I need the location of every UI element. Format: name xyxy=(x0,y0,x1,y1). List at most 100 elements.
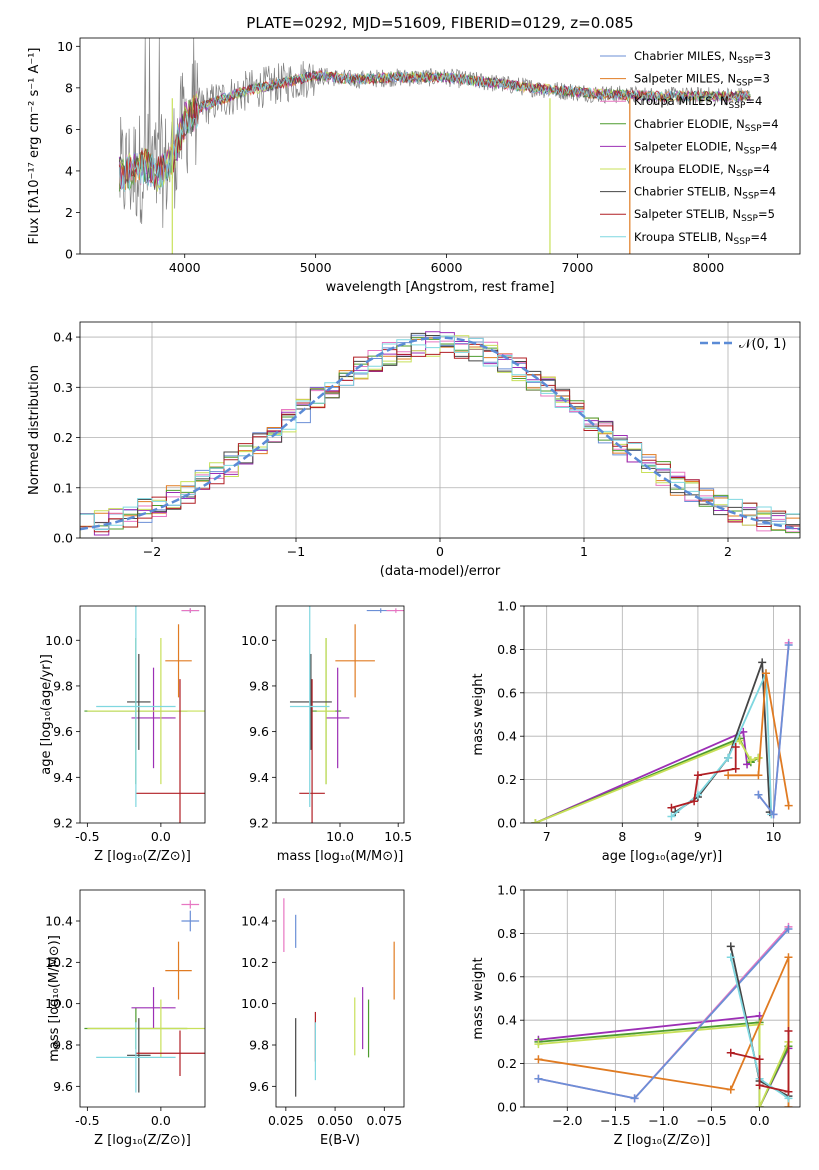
legend-value: =4 xyxy=(761,139,778,153)
y-tick-label: 9.4 xyxy=(53,770,73,785)
axes-weight-vs-Z: −2.0 −1.5 −1.0 −0.5 0.0 0.0 0.2 0.4 0.6 0.8 1.0 Z [… xyxy=(471,883,801,1148)
x-tick-label: −0.5 xyxy=(696,1113,726,1128)
figure-title: PLATE=0292, MJD=51609, FIBERID=0129, z=0… xyxy=(246,14,633,32)
x-tick-label: 6000 xyxy=(431,260,463,275)
legend-subscript: SSP xyxy=(729,101,746,111)
axes-frame xyxy=(523,889,801,1108)
legend-subscript: SSP xyxy=(742,192,759,202)
legend-value: =4 xyxy=(759,185,776,199)
x-tick-label: 8000 xyxy=(692,260,724,275)
model-spectrum-line xyxy=(118,71,751,192)
y-axis-label: Flux [fλ10⁻¹⁷ erg cm⁻² s⁻¹ A⁻¹] xyxy=(27,48,42,245)
weight-marker xyxy=(531,819,540,823)
legend-subscript: SSP xyxy=(741,214,758,224)
x-tick-label: -0.5 xyxy=(75,829,99,844)
y-tick-label: 10.0 xyxy=(241,996,269,1011)
legend-entry: Kroupa ELODIE, NSSP=4 xyxy=(634,162,770,179)
weight-line xyxy=(671,747,737,809)
x-tick-label: −1.0 xyxy=(648,1113,678,1128)
y-tick-label: 1.0 xyxy=(497,883,517,898)
weight-line xyxy=(674,662,771,813)
y-tick-label: 0.2 xyxy=(497,1056,517,1071)
x-axis-label: (data-model)/error xyxy=(380,564,501,579)
legend-value: =4 xyxy=(762,117,779,131)
legend-entry: Kroupa STELIB, NSSP=4 xyxy=(634,230,767,247)
y-tick-label: 8 xyxy=(65,80,73,95)
weight-marker xyxy=(784,801,793,810)
plot-area xyxy=(289,606,404,823)
y-tick-label: 10.2 xyxy=(45,955,73,970)
legend-value: =5 xyxy=(758,207,775,221)
axes-age-vs-Z: -0.5 0.0 9.2 9.4 9.6 9.8 10.0 Z [log₁₀(Z/Z⊙)] ag… xyxy=(39,605,206,864)
y-tick-label: 0.0 xyxy=(497,1100,517,1115)
x-tick-label: 10.0 xyxy=(326,829,354,844)
weight-marker xyxy=(761,669,770,678)
x-axis-label: Z [log₁₀(Z/Z⊙)] xyxy=(614,1133,711,1148)
y-tick-label: 9.2 xyxy=(249,816,269,831)
legend-value: =4 xyxy=(753,162,770,176)
x-axis-label: E(B-V) xyxy=(320,1133,360,1148)
axes-weight-vs-age: 7 8 9 10 0.0 0.2 0.4 0.6 0.8 1.0 age [log₁₀(age/yr… xyxy=(471,599,801,864)
legend-value: =3 xyxy=(754,49,771,63)
y-axis-label: Normed distribution xyxy=(27,365,42,495)
y-tick-label: 0.8 xyxy=(497,642,517,657)
legend-value: =3 xyxy=(753,72,770,86)
plot-area xyxy=(283,898,395,1097)
x-tick-label: −2.0 xyxy=(552,1113,582,1128)
weight-marker xyxy=(754,771,763,780)
x-axis-label: mass [log₁₀(M/M⊙)] xyxy=(277,849,404,864)
x-tick-label: 0.075 xyxy=(366,1113,402,1128)
x-tick-label: 7000 xyxy=(562,260,594,275)
plot-area xyxy=(531,638,793,823)
x-tick-label: 0 xyxy=(436,544,444,559)
axes-residuals: −2 −1 0 1 2 0.0 0.1 0.2 0.3 0.4 (data-model)/error… xyxy=(27,321,801,579)
normal-curve xyxy=(80,336,800,531)
y-tick-label: 9.6 xyxy=(249,724,269,739)
weight-marker xyxy=(534,1040,543,1049)
legend-subscript: SSP xyxy=(745,124,762,134)
model-spectrum-line xyxy=(118,70,751,189)
y-tick-label: 0.4 xyxy=(497,1013,517,1028)
legend-subscript: SSP xyxy=(744,146,761,156)
weight-marker xyxy=(534,1055,543,1064)
weight-marker xyxy=(690,797,699,806)
y-axis-label: mass [log₁₀(M/M⊙)] xyxy=(47,935,62,1062)
y-tick-label: 0.2 xyxy=(53,430,73,445)
weight-line xyxy=(534,739,759,823)
legend-subscript: SSP xyxy=(734,237,751,247)
grid xyxy=(524,605,800,824)
legend-entry: 𝒩(0, 1) xyxy=(739,337,786,352)
weight-marker xyxy=(784,641,793,650)
axes-frame xyxy=(79,37,801,255)
y-axis-label: mass weight xyxy=(471,673,486,755)
y-tick-label: 0.1 xyxy=(53,480,73,495)
weight-marker xyxy=(755,1081,764,1090)
x-tick-label: 10.5 xyxy=(384,829,412,844)
x-tick-label: 2 xyxy=(724,544,732,559)
axes-frame xyxy=(79,889,206,1108)
y-tick-label: 0.4 xyxy=(53,330,73,345)
weight-marker xyxy=(724,753,733,762)
x-tick-label: 0.025 xyxy=(268,1113,304,1128)
legend-entry: Chabrier MILES, NSSP=3 xyxy=(634,49,771,66)
axes-frame xyxy=(79,605,206,824)
weight-marker xyxy=(693,771,702,780)
y-tick-label: 9.8 xyxy=(53,678,73,693)
y-tick-label: 9.4 xyxy=(249,770,269,785)
legend-subscript: SSP xyxy=(736,79,753,89)
weight-marker xyxy=(754,790,763,799)
legend-entry: Salpeter STELIB, NSSP=5 xyxy=(634,207,775,224)
plot-area xyxy=(84,606,205,823)
y-tick-label: 10.0 xyxy=(241,633,269,648)
plot-area xyxy=(118,38,751,254)
weight-marker xyxy=(726,1085,735,1094)
x-tick-label: −2 xyxy=(143,544,161,559)
y-tick-label: 9.6 xyxy=(249,1079,269,1094)
axes-frame xyxy=(79,321,801,539)
y-tick-label: 0.3 xyxy=(53,380,73,395)
legend-subscript: SSP xyxy=(736,169,753,179)
y-tick-label: 10.4 xyxy=(45,914,73,929)
weight-marker xyxy=(755,1103,764,1107)
weight-marker xyxy=(746,756,755,765)
